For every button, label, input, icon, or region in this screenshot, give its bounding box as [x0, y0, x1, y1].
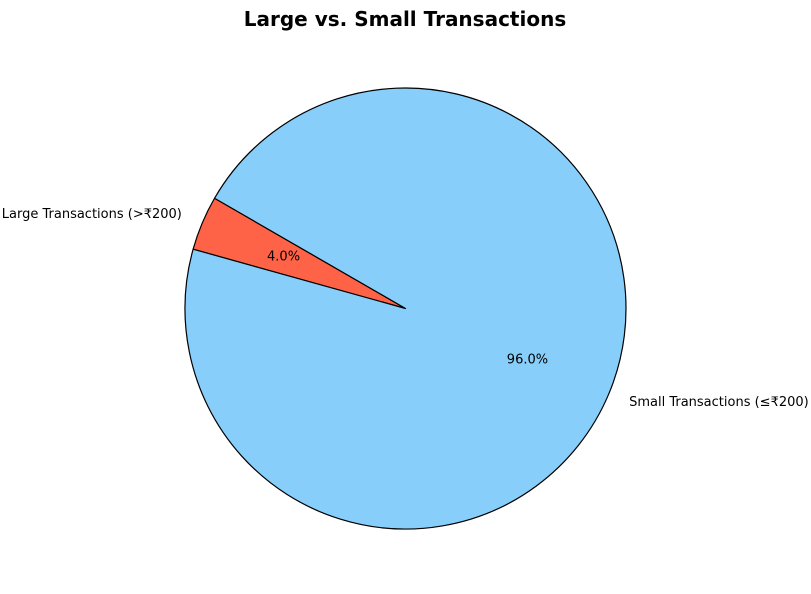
slice-label-0: Large Transactions (>₹200): [2, 207, 182, 222]
pie-labels: Large Transactions (>₹200) 4.0% Small Tran…: [2, 207, 809, 410]
chart-title: Large vs. Small Transactions: [244, 7, 566, 31]
pie-slice-1: [184, 87, 627, 530]
slice-pct-label-1: 96.0%: [507, 352, 548, 367]
slice-pct-label-0: 4.0%: [267, 250, 300, 265]
pie-slices: [184, 87, 627, 530]
slice-label-1: Small Transactions (≤₹200): [629, 395, 809, 410]
